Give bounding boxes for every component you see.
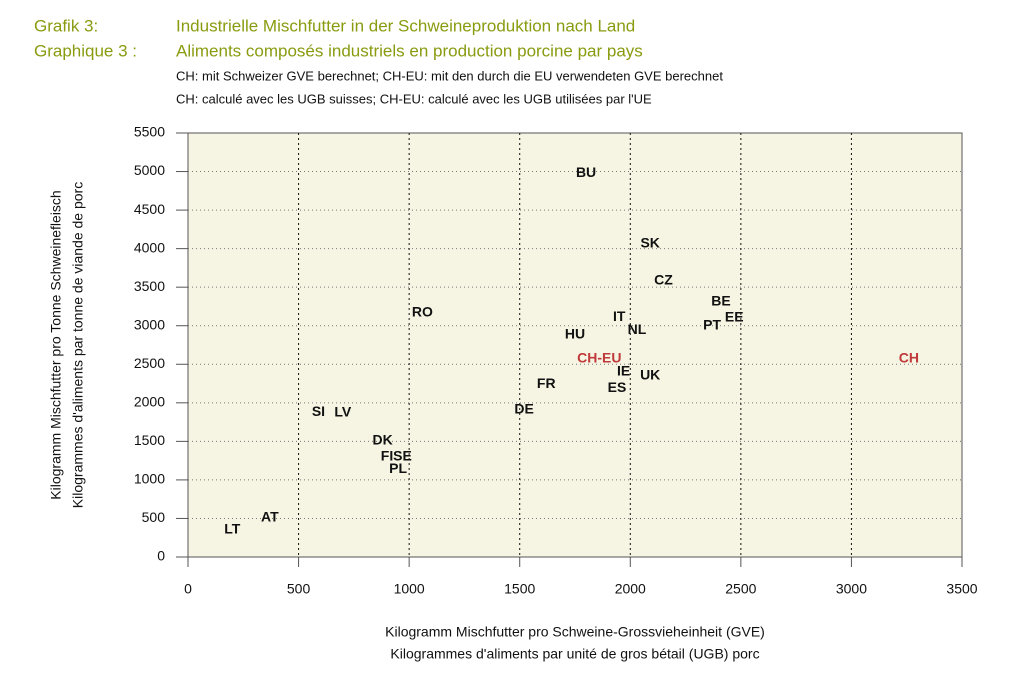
point-label: CH-EU (577, 350, 621, 366)
point-label: BU (576, 164, 596, 180)
point-label: CZ (654, 272, 673, 288)
point-label: CH (899, 350, 919, 366)
chart-title: Industrielle Mischfutter in der Schweine… (176, 16, 635, 35)
point-label: EE (725, 309, 744, 325)
y-tick-label: 1500 (134, 432, 165, 448)
point-label: SE (393, 447, 412, 463)
x-tick-label: 500 (287, 581, 311, 597)
point-label: BE (711, 293, 730, 309)
title-number: Grafik 3: (34, 16, 98, 35)
y-tick-label: 2500 (134, 355, 165, 371)
y-tick-label: 1000 (134, 471, 165, 487)
title-number: Graphique 3 : (34, 41, 137, 60)
point-label: AT (261, 508, 279, 524)
x-tick-label: 1500 (504, 581, 535, 597)
point-label: LV (334, 404, 352, 420)
plot-area (187, 132, 963, 558)
y-axis-title: Kilogramm Mischfutter pro Tonne Schweine… (48, 190, 64, 499)
x-tick-label: 2000 (615, 581, 646, 597)
y-tick-label: 3000 (134, 316, 165, 332)
x-axis-title: Kilogramm Mischfutter pro Schweine-Gross… (385, 624, 765, 640)
y-tick-label: 4500 (134, 201, 165, 217)
y-tick-label: 0 (157, 548, 165, 564)
x-tick-label: 0 (184, 581, 192, 597)
chart-title: Aliments composés industriels en product… (176, 41, 643, 60)
x-tick-label: 3500 (946, 581, 977, 597)
y-axis-title: Kilogrammes d'aliments par tonne de vian… (70, 182, 86, 508)
point-label: FI (381, 447, 393, 463)
y-tick-label: 5500 (134, 124, 165, 140)
x-axis-title: Kilogrammes d'aliments par unité de gros… (390, 646, 759, 662)
y-tick-label: 5000 (134, 162, 165, 178)
subtitle: CH: mit Schweizer GVE berechnet; CH-EU: … (176, 68, 723, 83)
x-tick-label: 3000 (836, 581, 867, 597)
point-label: RO (412, 303, 433, 319)
point-label: HU (565, 326, 585, 342)
point-label: SI (312, 403, 325, 419)
point-label: DE (514, 400, 533, 416)
y-tick-label: 500 (142, 509, 166, 525)
point-label: FR (537, 375, 556, 391)
point-label: DK (372, 431, 392, 447)
point-label: PL (389, 460, 407, 476)
point-label: NL (628, 321, 647, 337)
point-label: LT (224, 521, 241, 537)
point-label: IT (613, 308, 626, 324)
point-label: ES (608, 379, 627, 395)
y-tick-label: 3500 (134, 278, 165, 294)
point-label: UK (640, 367, 660, 383)
y-tick-label: 2000 (134, 394, 165, 410)
subtitle: CH: calculé avec les UGB suisses; CH-EU:… (176, 91, 652, 106)
x-tick-label: 1000 (394, 581, 425, 597)
point-label: PT (703, 316, 721, 332)
point-label: IE (617, 363, 630, 379)
x-tick-label: 2500 (725, 581, 756, 597)
y-tick-label: 4000 (134, 239, 165, 255)
point-label: SK (640, 235, 659, 251)
